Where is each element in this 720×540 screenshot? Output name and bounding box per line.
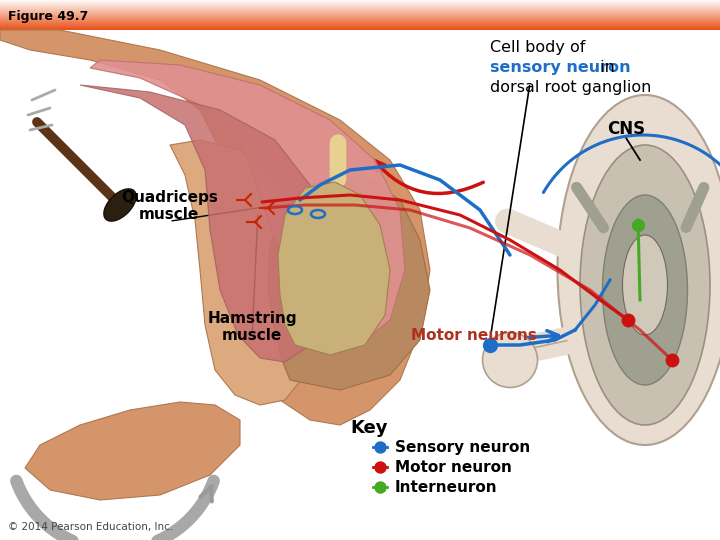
Text: Interneuron: Interneuron [395, 480, 498, 495]
Bar [0, 17, 720, 18]
Text: Hamstring
muscle: Hamstring muscle [207, 310, 297, 343]
Bar [0, 14, 720, 15]
Bar [0, 4, 720, 5]
Bar [0, 24, 720, 25]
Bar [0, 19, 720, 20]
Bar [0, 5, 720, 6]
Bar [0, 9, 720, 10]
Polygon shape [170, 140, 315, 405]
FancyArrowPatch shape [686, 187, 704, 227]
FancyArrowPatch shape [508, 221, 572, 249]
FancyArrowPatch shape [37, 122, 113, 198]
Bar [0, 23, 720, 24]
Bar [0, 13, 720, 14]
Bar [0, 3, 720, 4]
Bar [0, 20, 720, 21]
Bar [0, 29, 720, 30]
FancyArrowPatch shape [503, 341, 567, 354]
Bar [0, 0, 720, 1]
Text: Cell body of: Cell body of [490, 40, 585, 55]
Bar [0, 1, 720, 2]
Text: CNS: CNS [608, 119, 645, 138]
Polygon shape [0, 30, 430, 425]
Text: Motor neurons: Motor neurons [411, 328, 536, 343]
Bar [0, 15, 720, 16]
Bar [0, 6, 720, 7]
Bar [0, 11, 720, 12]
Bar [0, 2, 720, 3]
Text: Sensory neuron: Sensory neuron [395, 440, 530, 455]
Text: sensory neuron: sensory neuron [490, 60, 631, 75]
Text: Figure 49.7: Figure 49.7 [8, 10, 89, 23]
Bar [0, 26, 720, 27]
FancyArrowPatch shape [503, 341, 567, 354]
Point [485, 341, 496, 349]
Ellipse shape [603, 195, 688, 385]
Bar [0, 12, 720, 13]
Ellipse shape [557, 95, 720, 445]
Text: in: in [595, 60, 615, 75]
Text: Key: Key [350, 418, 387, 437]
Point [622, 316, 634, 325]
Bar [0, 10, 720, 11]
Point [632, 221, 644, 230]
Point [374, 483, 385, 491]
Text: Motor neuron: Motor neuron [395, 460, 511, 475]
Bar [0, 28, 720, 29]
Polygon shape [90, 60, 405, 340]
Bar [0, 22, 720, 23]
Ellipse shape [482, 333, 538, 388]
Bar [0, 7, 720, 8]
Ellipse shape [623, 235, 667, 335]
Bar [0, 18, 720, 19]
Point [374, 443, 385, 451]
Ellipse shape [104, 189, 136, 221]
Polygon shape [278, 182, 390, 355]
Point [374, 463, 385, 471]
Bar [0, 27, 720, 28]
Polygon shape [80, 85, 325, 362]
Polygon shape [25, 402, 240, 500]
Polygon shape [268, 175, 430, 390]
Text: dorsal root ganglion: dorsal root ganglion [490, 80, 652, 95]
Point [666, 356, 678, 364]
Text: © 2014 Pearson Education, Inc.: © 2014 Pearson Education, Inc. [8, 522, 174, 532]
Bar [0, 25, 720, 26]
Ellipse shape [580, 145, 710, 425]
Bar [0, 16, 720, 17]
FancyArrowPatch shape [577, 187, 603, 228]
Text: Quadriceps
muscle: Quadriceps muscle [121, 190, 217, 222]
Bar [0, 21, 720, 22]
Bar [0, 8, 720, 9]
